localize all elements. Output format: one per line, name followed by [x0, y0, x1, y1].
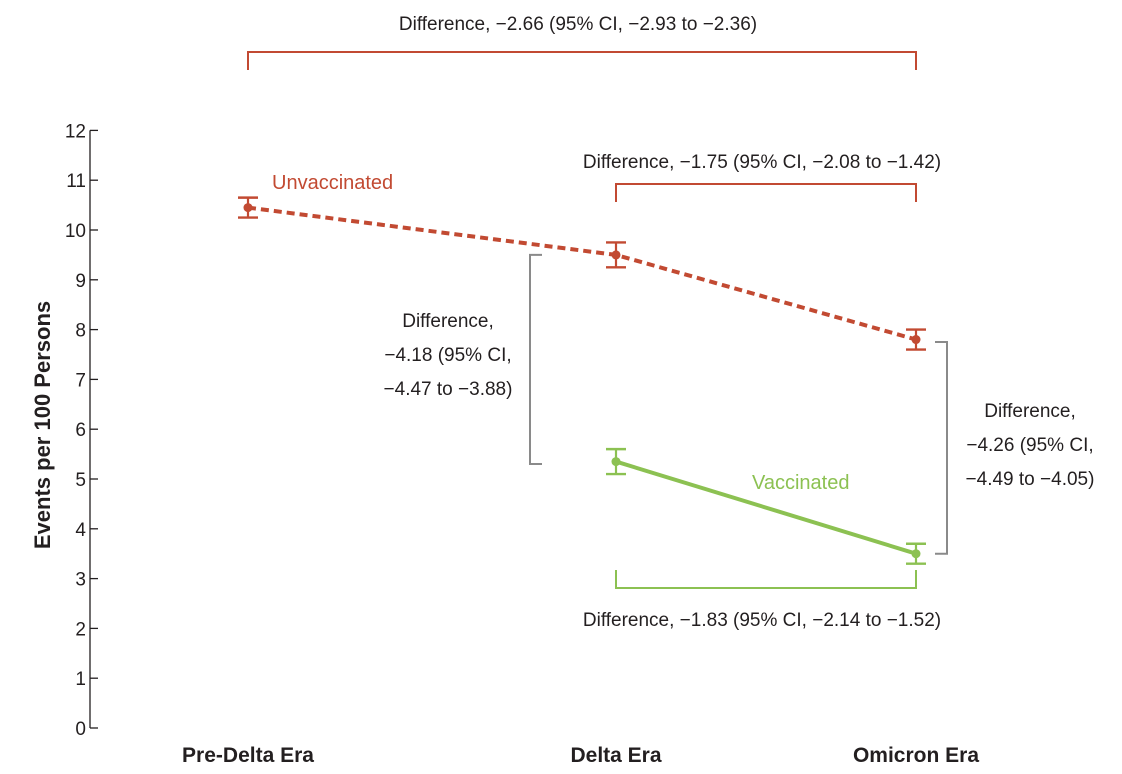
y-tick-label: 9	[75, 271, 86, 292]
bracket-vaccinated-delta-to-omicron	[615, 570, 917, 589]
y-tick-label: 5	[75, 470, 86, 491]
y-tick-label: 1	[75, 669, 86, 690]
annotation-delta-vax-unvax: −4.47 to −3.88)	[384, 379, 513, 400]
y-tick-label: 3	[75, 570, 86, 591]
annotation-delta-vax-unvax: Difference,	[402, 311, 494, 332]
annotation-unvax-delta-omicron: Difference, −1.75 (95% CI, −2.08 to −1.4…	[583, 152, 941, 173]
y-tick-label: 10	[65, 221, 86, 242]
annotation-vax-delta-omicron: Difference, −1.83 (95% CI, −2.14 to −1.5…	[583, 610, 941, 631]
bracket-unvaccinated-delta-to-omicron	[615, 183, 917, 202]
series-label-vaccinated: Vaccinated	[752, 472, 849, 494]
annotation-delta-vax-unvax: −4.18 (95% CI,	[384, 345, 511, 366]
x-axis-ticks: Pre-Delta Era Delta Era Omicron Era	[182, 744, 979, 767]
annotation-omicron-vax-unvax: −4.26 (95% CI,	[966, 435, 1093, 456]
y-axis-label: Events per 100 Persons	[30, 301, 55, 549]
data-point	[611, 250, 621, 260]
y-tick-label: 4	[75, 520, 86, 541]
series-line	[615, 459, 917, 556]
data-point	[911, 549, 921, 559]
difference-brackets	[247, 51, 948, 589]
series-label-unvaccinated: Unvaccinated	[272, 172, 393, 194]
y-tick-label: 12	[65, 121, 86, 142]
y-tick-label: 7	[75, 370, 86, 391]
y-tick-label: 0	[75, 719, 86, 740]
data-series: Unvaccinated Vaccinated	[238, 172, 926, 565]
data-point	[611, 457, 621, 467]
annotations: Difference, −2.66 (95% CI, −2.93 to −2.3…	[384, 14, 1095, 631]
y-tick-label: 11	[66, 171, 86, 192]
data-point	[243, 203, 253, 213]
series-line	[247, 205, 917, 342]
y-tick-label: 2	[75, 619, 86, 640]
annotation-omicron-vax-unvax: −4.49 to −4.05)	[966, 469, 1095, 490]
y-tick-label: 8	[75, 321, 86, 342]
x-tick-label: Omicron Era	[853, 744, 979, 767]
x-tick-label: Pre-Delta Era	[182, 744, 314, 767]
y-tick-label: 6	[75, 420, 86, 441]
annotation-omicron-vax-unvax: Difference,	[984, 401, 1076, 422]
annotation-top: Difference, −2.66 (95% CI, −2.93 to −2.3…	[399, 14, 757, 35]
bracket-delta-vaccinated-vs-unvaccinated	[529, 253, 542, 466]
x-tick-label: Delta Era	[570, 744, 661, 767]
data-point	[911, 335, 921, 345]
bracket-omicron-vaccinated-vs-unvaccinated	[935, 341, 948, 555]
bracket-pre-delta-to-omicron	[247, 51, 917, 70]
